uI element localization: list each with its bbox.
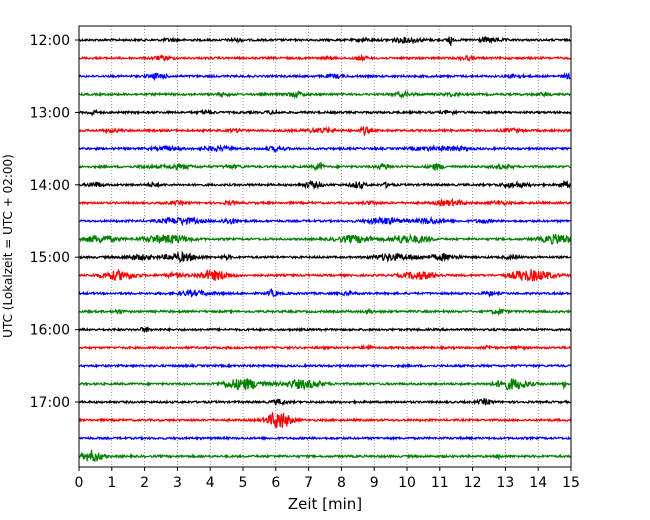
x-tick-label: 13	[496, 475, 514, 491]
x-tick-label: 14	[529, 475, 547, 491]
trace-1730	[78, 435, 572, 442]
trace-1645	[78, 378, 572, 391]
x-axis-label: Zeit [min]	[288, 495, 362, 513]
x-tick-label: 3	[173, 475, 182, 491]
trace-1630	[78, 362, 572, 369]
x-tick-label: 8	[337, 475, 346, 491]
trace-1215	[78, 53, 572, 63]
trace-1315	[78, 125, 572, 138]
x-axis-ticks: 0 1 2 3 4 5 6 7 8 9 10 11 12 13 14 15	[75, 467, 580, 491]
plot-area	[79, 26, 571, 467]
x-tick-label: 1	[107, 475, 116, 491]
trace-1715	[78, 411, 572, 429]
x-tick-label: 12	[464, 475, 482, 491]
trace-1300	[78, 108, 572, 117]
trace-1700	[78, 397, 572, 407]
x-tick-label: 6	[271, 475, 280, 491]
y-tick-label: 13:00	[30, 105, 70, 121]
trace-1230	[78, 71, 572, 82]
y-tick-label: 17:00	[30, 395, 70, 411]
y-tick-label: 15:00	[30, 250, 70, 266]
x-tick-label: 7	[304, 475, 313, 491]
trace-1500	[78, 250, 572, 264]
x-tick-label: 5	[239, 475, 248, 491]
trace-1245	[78, 89, 572, 100]
trace-1200	[78, 35, 572, 46]
x-tick-label: 4	[206, 475, 215, 491]
x-tick-label: 15	[562, 475, 580, 491]
trace-1445	[78, 233, 572, 245]
trace-1545	[78, 307, 572, 316]
trace-1530	[78, 288, 572, 298]
trace-1745	[78, 449, 572, 462]
plot-border	[78, 25, 572, 468]
x-tick-label: 0	[75, 475, 84, 491]
y-tick-label: 16:00	[30, 323, 70, 339]
trace-1615	[78, 343, 572, 352]
trace-1330	[78, 143, 572, 154]
y-tick-label: 12:00	[30, 33, 70, 49]
x-tick-label: 10	[398, 475, 416, 491]
trace-1415	[78, 197, 572, 208]
trace-1430	[78, 215, 572, 227]
trace-1400	[78, 179, 572, 191]
y-axis-ticks: 12:00 13:00 14:00 15:00 16:00 17:00	[30, 33, 79, 411]
y-tick-label: 14:00	[30, 178, 70, 194]
trace-1515	[78, 268, 572, 282]
x-tick-label: 2	[140, 475, 149, 491]
x-tick-label: 9	[370, 475, 379, 491]
trace-1345	[78, 161, 572, 172]
x-tick-label: 11	[431, 475, 449, 491]
trace-1600	[78, 326, 572, 333]
y-axis-label: UTC (Lokalzeit = UTC + 02:00)	[1, 154, 15, 338]
seismogram-traces	[78, 35, 572, 462]
